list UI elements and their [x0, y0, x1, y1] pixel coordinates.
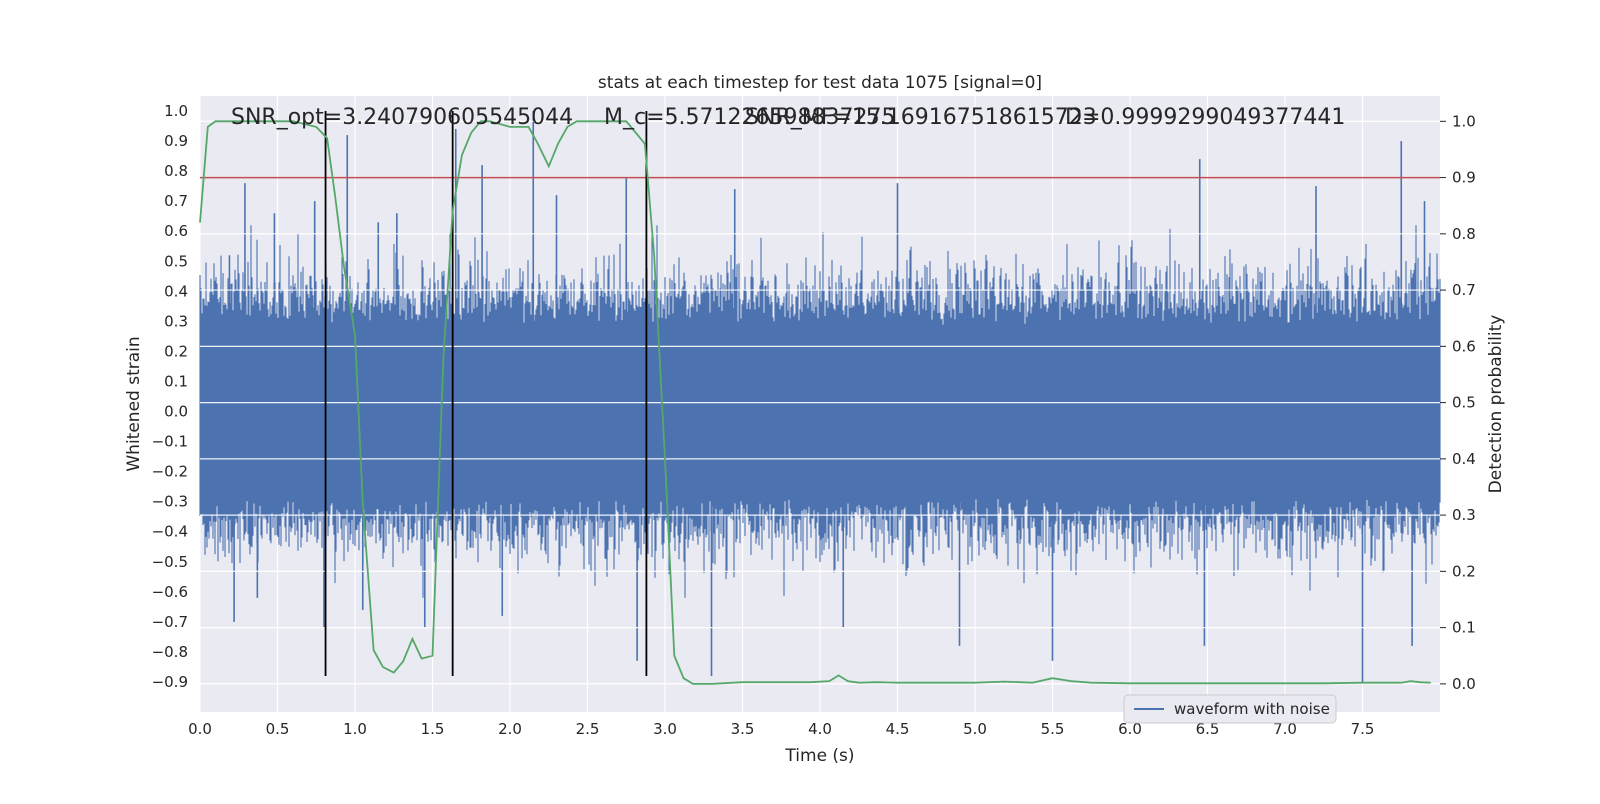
y-tick-label: −0.5: [152, 553, 188, 571]
y-tick-label: −0.6: [152, 583, 188, 601]
x-tick-label: 0.5: [266, 720, 290, 738]
y2-tick-label: 1.0: [1452, 112, 1476, 130]
y2-tick-label: 0.8: [1452, 225, 1476, 243]
y-tick-label: 0.9: [164, 132, 188, 150]
x-tick-label: 2.5: [576, 720, 600, 738]
y2-tick-label: 0.6: [1452, 337, 1476, 355]
y-tick-label: −0.3: [152, 493, 188, 511]
y-tick-label: −0.9: [152, 673, 188, 691]
x-tick-label: 6.0: [1118, 720, 1142, 738]
chart-title: stats at each timestep for test data 107…: [598, 73, 1042, 93]
detection-probability-line: [199, 120, 1431, 685]
y2-tick-label: 0.0: [1452, 675, 1476, 693]
x-tick-label: 5.5: [1041, 720, 1065, 738]
x-tick-label: 7.0: [1273, 720, 1297, 738]
x-tick-label: 1.5: [421, 720, 445, 738]
y-tick-label: 0.5: [164, 252, 188, 270]
legend-label-waveform: waveform with noise: [1174, 700, 1330, 718]
noise-layer: [199, 111, 1441, 682]
x-tick-label: 0.0: [188, 720, 212, 738]
x-tick-label: 3.0: [653, 720, 677, 738]
x-tick-label: 6.5: [1196, 720, 1220, 738]
x-tick-label: 2.0: [498, 720, 522, 738]
y-tick-label: 1.0: [164, 102, 188, 120]
y2-tick-label: 0.5: [1452, 394, 1476, 412]
x-tick-label: 1.0: [343, 720, 367, 738]
tick-layer: 0.0 0.5 1.0 1.5 2.0 2.5 3.0 3.5 4.0 4.5 5.0 5.5 6.0 6…: [152, 102, 1476, 738]
y2-axis-label: Detection probability: [1486, 315, 1506, 494]
y-tick-label: 0.6: [164, 222, 188, 240]
overlay-layer: [199, 111, 1440, 685]
y-tick-label: 0.8: [164, 162, 188, 180]
y-tick-label: −0.7: [152, 613, 188, 631]
y-axis-label: Whitened strain: [124, 336, 144, 471]
waveform-core: [200, 324, 1440, 499]
y2-tick-label: 0.4: [1452, 450, 1476, 468]
y-tick-label: 0.4: [164, 282, 188, 300]
y-tick-label: −0.4: [152, 523, 188, 541]
y2-tick-label: 0.7: [1452, 281, 1476, 299]
y-tick-label: 0.3: [164, 312, 188, 330]
y-tick-label: −0.1: [152, 433, 188, 451]
annotation-snr-mf: SNR_MF=15.169167518615723: [745, 105, 1097, 130]
x-tick-label: 4.0: [808, 720, 832, 738]
x-tick-label: 5.0: [963, 720, 987, 738]
x-tick-label: 7.5: [1351, 720, 1375, 738]
annotation-detection: D=0.9999299049377441: [1065, 105, 1345, 130]
legend-box: [1123, 694, 1337, 724]
annotation-snr-opt: SNR_opt=3.240790605545044: [231, 105, 573, 130]
y2-tick-label: 0.3: [1452, 506, 1476, 524]
y-tick-label: 0.2: [164, 342, 188, 360]
y-tick-label: 0.7: [164, 192, 188, 210]
y2-tick-label: 0.9: [1452, 169, 1476, 187]
x-axis-label: Time (s): [784, 746, 854, 766]
y2-tick-label: 0.1: [1452, 619, 1476, 637]
x-tick-label: 4.5: [886, 720, 910, 738]
y-tick-label: −0.2: [152, 463, 188, 481]
y2-tick-label: 0.2: [1452, 562, 1476, 580]
y-tick-label: 0.1: [164, 372, 188, 390]
legend: waveform with noise: [1123, 694, 1337, 724]
y-tick-label: 0.0: [164, 403, 188, 421]
x-tick-label: 3.5: [731, 720, 755, 738]
y-tick-label: −0.8: [152, 643, 188, 661]
annotation-chirp-mass: M_c=5.571226598837275: [604, 105, 895, 130]
